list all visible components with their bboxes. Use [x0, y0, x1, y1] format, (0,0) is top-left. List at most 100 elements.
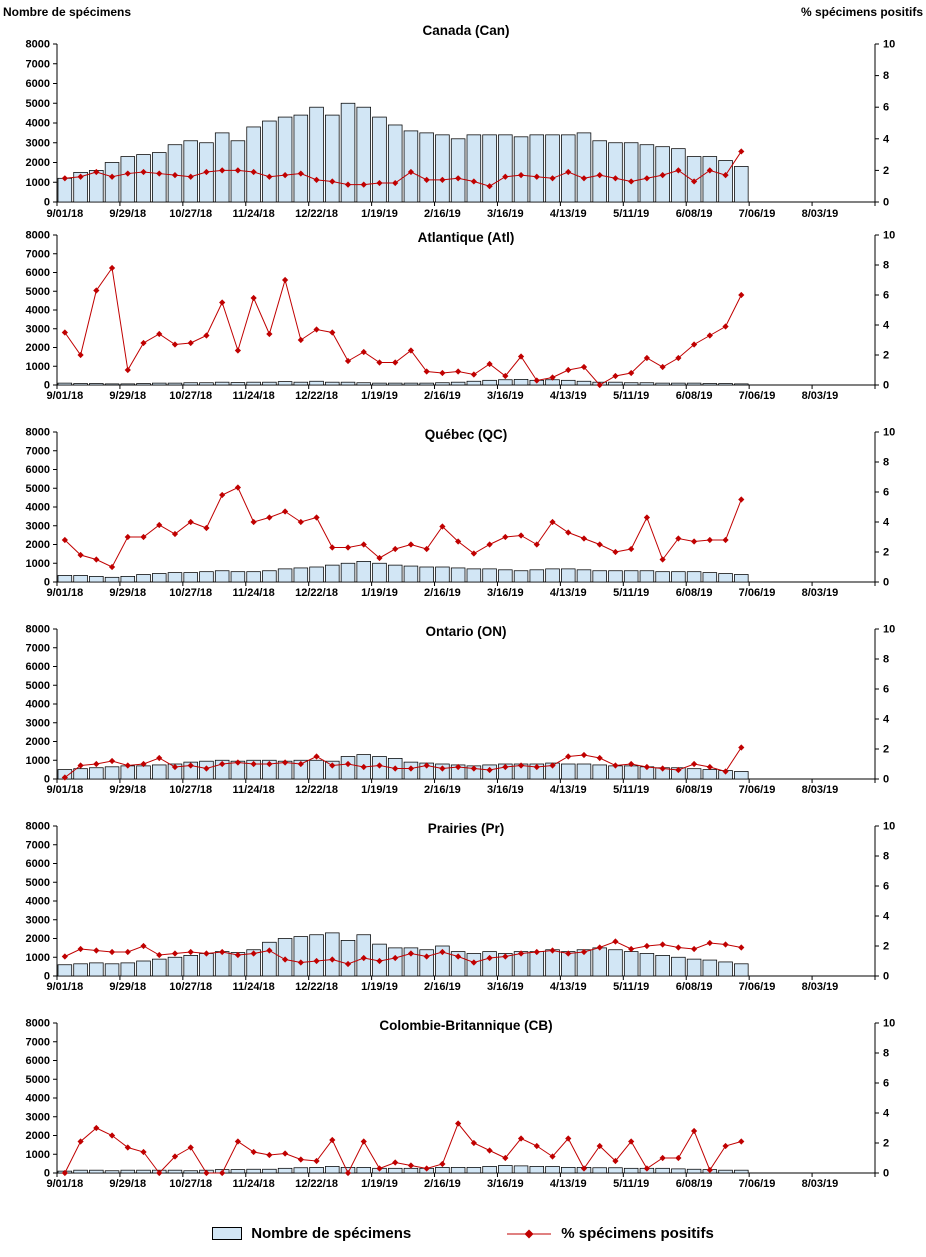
line-marker-diamond: [77, 945, 84, 953]
line-marker-diamond: [187, 948, 194, 956]
left-axis-tick-label: 4000: [26, 699, 50, 711]
line-marker-diamond: [234, 167, 242, 174]
line-marker-diamond: [565, 529, 572, 536]
left-axis-tick-label: 5000: [26, 98, 50, 110]
x-axis-tick-label: 10/27/18: [169, 587, 212, 599]
line-marker-diamond: [690, 1127, 698, 1135]
x-axis-tick-label: 12/22/18: [295, 208, 338, 220]
left-axis-tick-label: 5000: [26, 680, 50, 692]
left-axis-tick-label: 6000: [26, 78, 50, 90]
x-axis-tick-label: 1/19/19: [361, 390, 398, 402]
right-axis-tick-label: 4: [883, 911, 890, 923]
line-marker-diamond: [140, 168, 147, 176]
line-marker-diamond: [738, 1138, 745, 1145]
x-axis-tick-label: 5/11/19: [613, 587, 649, 599]
line-marker-diamond: [187, 173, 194, 180]
left-axis-tick-label: 5000: [26, 286, 50, 298]
line-marker-diamond: [596, 541, 603, 548]
left-axis-tick-label: 0: [44, 774, 50, 786]
line-marker-diamond: [580, 535, 588, 542]
line-marker-diamond: [203, 524, 210, 532]
left-axis-tick-label: 6000: [26, 858, 50, 870]
line-marker-diamond: [470, 371, 477, 378]
line-marker-diamond: [203, 950, 210, 957]
x-axis-tick-label: 8/03/19: [802, 390, 839, 402]
right-axis-tick-label: 0: [883, 774, 889, 786]
line-marker-diamond: [612, 372, 619, 380]
line-marker-diamond: [219, 491, 226, 499]
line-marker-diamond: [533, 377, 540, 384]
line-marker-diamond: [124, 533, 131, 541]
line-marker-diamond: [439, 176, 446, 183]
line-marker-diamond: [690, 945, 698, 953]
line-marker-diamond: [549, 518, 556, 526]
line-marker-diamond: [439, 765, 446, 772]
left-axis-tick-label: 7000: [26, 445, 50, 457]
line-marker-diamond: [596, 381, 603, 389]
left-axis-tick-label: 8000: [26, 624, 50, 636]
left-axis-tick-label: 0: [44, 380, 50, 392]
line-marker-diamond: [580, 363, 588, 371]
line-marker-diamond: [502, 533, 509, 541]
line-series: [61, 484, 745, 571]
x-axis-tick-label: 4/13/19: [550, 784, 587, 796]
line-marker-diamond: [628, 945, 635, 953]
right-axis-tick-label: 0: [883, 971, 889, 983]
left-axis-tick-label: 3000: [26, 914, 50, 926]
line-marker-diamond: [659, 172, 666, 179]
right-axis-tick-label: 8: [883, 70, 889, 82]
x-axis-tick-label: 5/11/19: [613, 390, 649, 402]
line-marker-diamond: [329, 178, 336, 185]
line-marker-diamond: [565, 753, 572, 760]
line-marker-diamond: [502, 763, 509, 771]
x-axis-tick-label: 8/03/19: [802, 784, 839, 796]
x-axis-tick-label: 9/29/18: [109, 390, 146, 402]
line-marker-diamond: [675, 944, 682, 951]
left-axis-tick-label: 2000: [26, 539, 50, 551]
x-axis-tick-label: 5/11/19: [613, 1178, 649, 1190]
x-axis-tick-label: 1/19/19: [361, 208, 398, 220]
line-marker-diamond: [439, 1160, 446, 1168]
left-axis-tick-label: 7000: [26, 642, 50, 654]
left-axis-tick-label: 2000: [26, 157, 50, 169]
right-axis-tick-label: 4: [883, 133, 890, 145]
bars-series: [57, 379, 749, 386]
line-marker-diamond: [329, 329, 336, 336]
line-marker-diamond: [533, 763, 540, 771]
x-axis-tick-label: 6/08/19: [676, 784, 713, 796]
x-axis-tick-label: 9/29/18: [109, 981, 146, 993]
line-marker-diamond: [455, 953, 462, 960]
line-marker-diamond: [266, 1151, 273, 1159]
left-axis-tick-label: 0: [44, 971, 50, 983]
line-marker-diamond: [360, 1138, 367, 1145]
x-axis-tick-label: 4/13/19: [550, 587, 587, 599]
x-axis-tick-label: 3/16/19: [487, 587, 524, 599]
x-axis-tick-label: 2/16/19: [424, 784, 461, 796]
legend: Nombre de spécimens % spécimens positifs: [0, 1210, 926, 1257]
line-marker-diamond: [156, 754, 163, 762]
x-axis-tick-label: 8/03/19: [802, 981, 839, 993]
line-marker-diamond: [407, 950, 415, 957]
x-axis-tick-label: 9/01/18: [47, 390, 84, 402]
line-marker-diamond: [659, 556, 666, 563]
line-marker-diamond: [281, 956, 289, 963]
line-marker-diamond: [219, 167, 226, 174]
line-marker-diamond: [187, 762, 194, 769]
line-marker-diamond: [108, 948, 116, 956]
left-axis-tick-label: 0: [44, 197, 50, 209]
right-axis-tick-label: 2: [883, 1138, 889, 1150]
line-marker-diamond: [549, 762, 556, 769]
right-axis-tick-label: 2: [883, 165, 889, 177]
line-marker-diamond: [738, 291, 745, 299]
line-marker-diamond: [659, 1154, 666, 1162]
right-axis-tick-label: 6: [883, 1078, 889, 1090]
x-axis-tick-label: 4/13/19: [550, 390, 587, 402]
x-axis-tick-label: 3/16/19: [487, 208, 524, 220]
chart-title: Colombie-Britannique (CB): [379, 1018, 552, 1033]
line-marker-diamond: [612, 938, 619, 945]
x-axis-tick-label: 4/13/19: [550, 981, 587, 993]
line-marker-diamond: [722, 1142, 729, 1150]
line-marker-diamond: [297, 170, 304, 177]
line-marker-diamond: [455, 368, 462, 375]
line-marker-diamond: [502, 173, 509, 180]
